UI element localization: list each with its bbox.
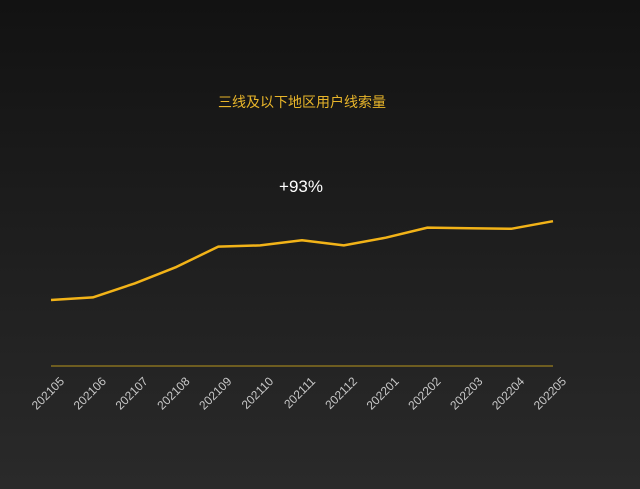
series-line — [50, 219, 554, 302]
x-tick-label: 202112 — [322, 374, 360, 412]
x-tick-labels: 202105 202106 202107 202108 202109 202110 2021… — [29, 374, 569, 412]
x-tick-label: 202110 — [239, 374, 277, 412]
x-tick-label: 202111 — [281, 374, 318, 411]
x-tick-label: 202202 — [405, 374, 443, 412]
growth-annotation: +93% — [279, 177, 323, 196]
x-tick-label: 202106 — [71, 374, 109, 412]
x-tick-label: 202201 — [364, 374, 402, 412]
x-tick-label: 202203 — [447, 374, 485, 412]
x-tick-label: 202105 — [29, 374, 67, 412]
x-tick-label: 202108 — [154, 374, 192, 412]
x-tick-label: 202109 — [196, 374, 234, 412]
x-tick-label: 202204 — [489, 374, 527, 412]
x-tick-label: 202205 — [531, 374, 569, 412]
chart-title: 三线及以下地区用户线索量 — [218, 94, 386, 111]
x-tick-label: 202107 — [113, 374, 151, 412]
